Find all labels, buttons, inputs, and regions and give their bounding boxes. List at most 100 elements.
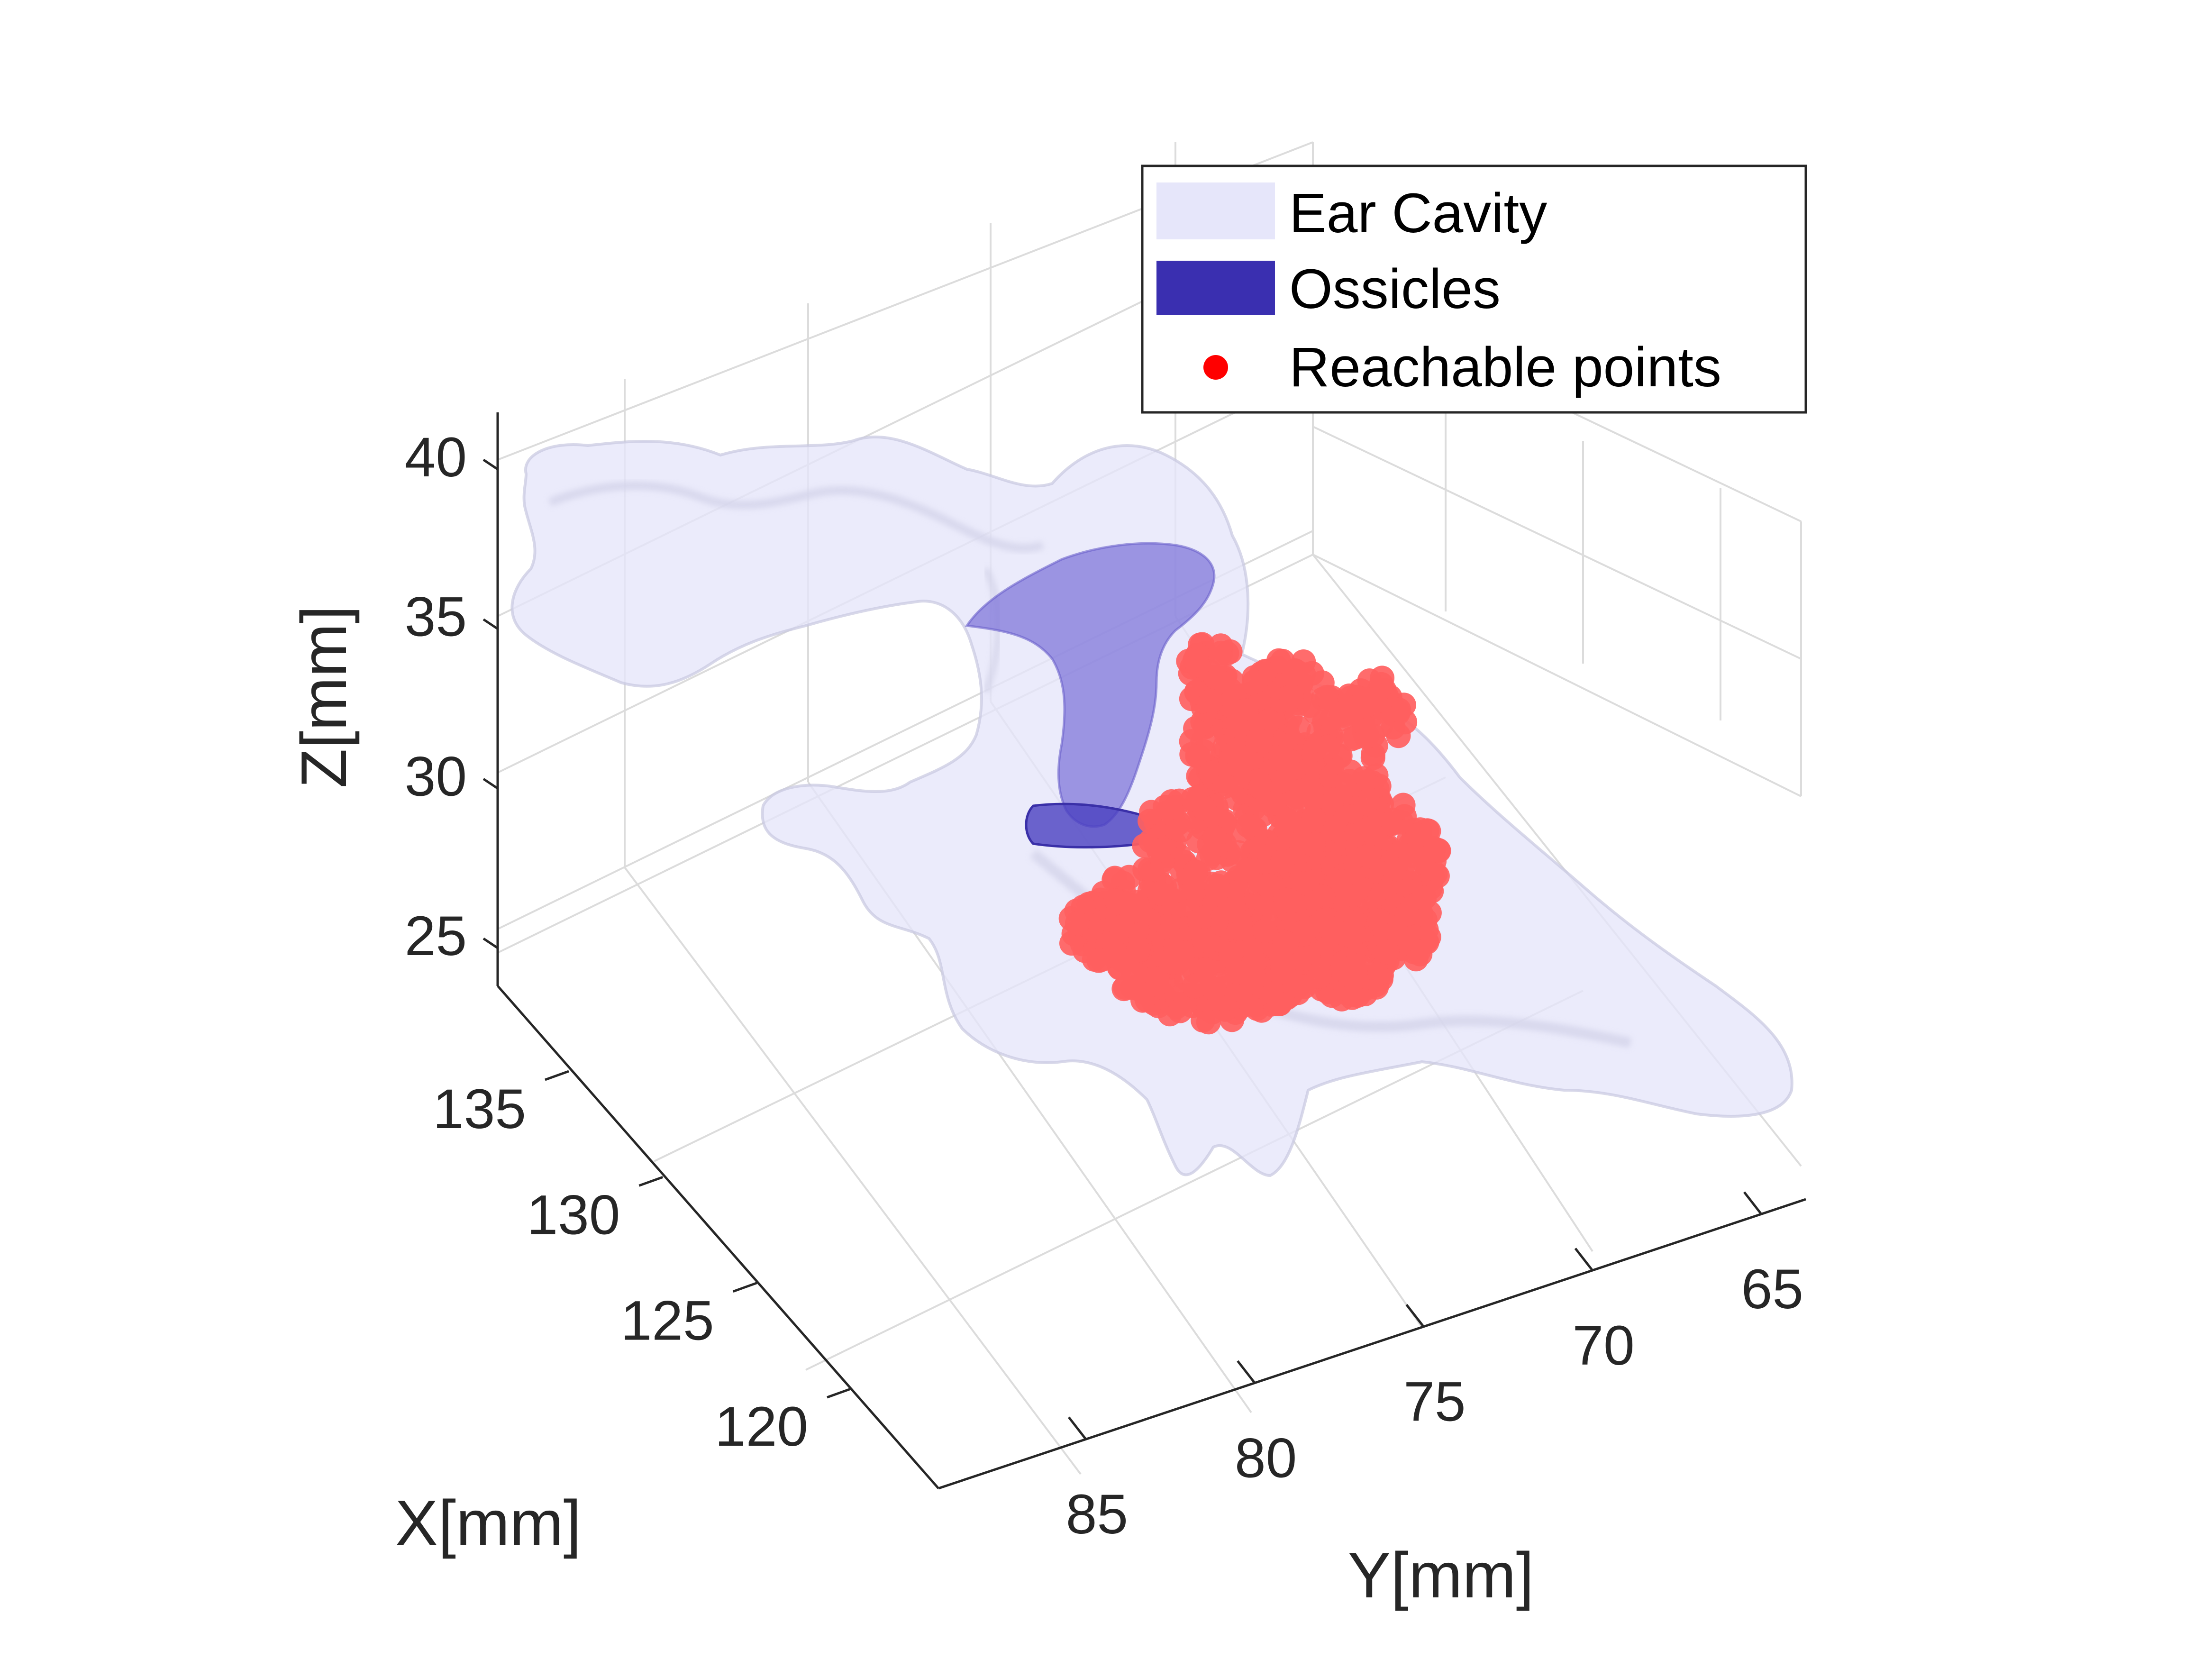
- y-tick-4: [1743, 1191, 1762, 1214]
- reachable-point-543: [1378, 811, 1403, 836]
- reachable-point-1241: [1386, 697, 1411, 722]
- reachable-point-1083: [1182, 974, 1207, 999]
- reachable-point-1191: [1307, 964, 1332, 989]
- z-tick-2: [482, 618, 499, 630]
- axes: [496, 412, 1806, 1490]
- reachable-point-1084: [1202, 976, 1227, 1002]
- legend-marker-reachable-points: [1203, 355, 1228, 380]
- z-tick-0: [482, 937, 499, 949]
- legend-swatch-ear-cavity: [1156, 182, 1275, 239]
- reachable-point-1410: [1208, 633, 1233, 658]
- y-tick-label-1: 80: [1235, 1427, 1297, 1489]
- reachable-point-1086: [1266, 992, 1292, 1016]
- reachable-point-1077: [1187, 908, 1212, 933]
- reachable-point-1081: [1218, 941, 1243, 966]
- reachable-point-429: [1262, 791, 1287, 816]
- y-tick-1: [1237, 1360, 1256, 1383]
- reachable-point-1371: [1110, 914, 1135, 939]
- reachable-point-1313: [1183, 859, 1208, 884]
- reachable-point-747: [1255, 873, 1280, 898]
- reachable-point-550: [1356, 844, 1381, 869]
- legend-swatch-ossicles: [1156, 261, 1275, 315]
- reachable-point-1311: [1146, 838, 1171, 863]
- y-tick-2: [1405, 1304, 1424, 1327]
- reachable-point-1243: [1369, 672, 1394, 697]
- reachable-point-1050: [1130, 988, 1155, 1013]
- z-tick-3: [482, 458, 499, 471]
- reachable-point-1375: [1110, 948, 1135, 973]
- x-tick-label-2: 130: [527, 1184, 620, 1246]
- reachable-point-1477: [1375, 939, 1400, 965]
- reachable-point-1249: [1355, 723, 1380, 748]
- reachable-point-1479: [1394, 902, 1420, 927]
- reachable-point-1318: [1180, 787, 1205, 812]
- ossicles-surface: [965, 542, 1216, 848]
- reachable-point-219: [1256, 709, 1281, 734]
- reachable-point-1319: [1202, 825, 1227, 850]
- z-tick-label-0: 25: [405, 905, 467, 967]
- reachable-point-1082: [1252, 918, 1277, 943]
- reachable-point-1360: [1059, 931, 1084, 956]
- y-tick-label-0: 85: [1066, 1483, 1128, 1546]
- x-tick-label-0: 120: [715, 1395, 808, 1458]
- x-tick-label-3: 135: [433, 1078, 526, 1140]
- legend: Ear Cavity Ossicles Reachable points: [1141, 164, 1807, 414]
- reachable-point-1293: [1139, 800, 1164, 825]
- y-tick-label-2: 75: [1403, 1371, 1466, 1433]
- x-tick-0: [827, 1387, 851, 1399]
- y-tick-3: [1574, 1248, 1593, 1271]
- reachable-point-229: [1245, 728, 1270, 753]
- reachable-point-1419: [1185, 653, 1210, 678]
- y-axis-label: Y[mm]: [1348, 1539, 1534, 1611]
- reachable-point-745: [1273, 887, 1298, 912]
- y-axis-line: [938, 1198, 1806, 1490]
- reachable-point-569: [1405, 823, 1430, 848]
- reachable-point-427: [1301, 806, 1326, 831]
- reachable-point-549: [1391, 793, 1416, 818]
- reachable-point-1186: [1324, 920, 1349, 945]
- reachable-point-1071: [1113, 975, 1138, 1000]
- reachable-point-1197: [1292, 919, 1317, 944]
- reachable-point-1047: [1228, 911, 1253, 936]
- reachable-point-1376: [1119, 893, 1144, 918]
- reachable-point-1087: [1192, 928, 1217, 953]
- reachable-point-1247: [1352, 686, 1377, 711]
- x-tick-label-1: 125: [621, 1290, 714, 1352]
- reachable-point-1379: [1065, 911, 1090, 936]
- x-tick-1: [732, 1282, 757, 1293]
- reachable-point-135: [1242, 670, 1267, 694]
- reachable-point-410: [1271, 746, 1295, 771]
- reachable-point-564: [1357, 816, 1382, 841]
- reachable-point-1072: [1145, 966, 1170, 992]
- x-axis-line: [497, 985, 939, 1489]
- reachable-point-724: [1336, 886, 1360, 911]
- reachable-point-1475: [1366, 908, 1392, 933]
- z-tick-label-1: 30: [405, 745, 467, 808]
- reachable-point-858: [1117, 865, 1142, 890]
- reachable-point-1079: [1161, 950, 1186, 975]
- tick-marks: [482, 458, 1762, 1440]
- reachable-point-424: [1338, 759, 1363, 784]
- reachable-point-746: [1270, 849, 1295, 874]
- x-tick-3: [545, 1070, 569, 1081]
- reachable-point-380: [1236, 813, 1261, 838]
- reachable-point-896: [1147, 881, 1173, 906]
- reachable-point-226: [1221, 740, 1247, 766]
- z-tick-label-2: 35: [405, 586, 467, 648]
- reachable-point-1089: [1239, 970, 1264, 995]
- z-tick-1: [482, 778, 499, 790]
- x-tick-2: [638, 1176, 664, 1187]
- reachable-point-1189: [1282, 973, 1307, 998]
- legend-label-reachable-points: Reachable points: [1289, 336, 1721, 399]
- reachable-point-566: [1398, 843, 1423, 868]
- reachable-point-1417: [1199, 688, 1224, 713]
- reachable-point-129: [1299, 661, 1324, 686]
- reachable-point-748: [1235, 857, 1260, 883]
- reachable-point-1378: [1086, 948, 1111, 973]
- z-axis-label: Z[mm]: [288, 605, 360, 788]
- y-tick-0: [1068, 1416, 1086, 1440]
- y-tick-label-3: 70: [1572, 1314, 1634, 1377]
- x-axis-label: X[mm]: [395, 1487, 582, 1559]
